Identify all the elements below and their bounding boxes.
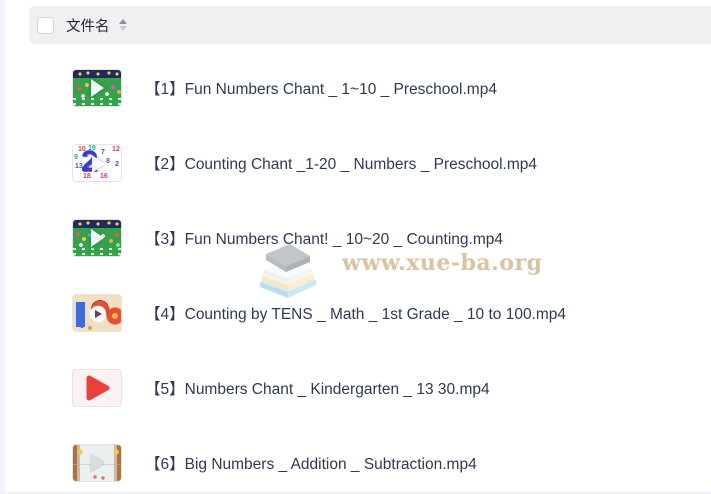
thumbnail-scatter-number: 18 (83, 172, 91, 180)
file-row-4[interactable]: 【4】Counting by TENS _ Math _ 1st Grade _… (0, 275, 711, 350)
thumbnail-scatter-number: 13 (75, 162, 83, 170)
thumbnail-scatter-number: 16 (100, 172, 108, 180)
video-thumbnail-1[interactable] (72, 68, 122, 107)
table-header: 文件名 (29, 6, 711, 44)
file-list: 【1】Fun Numbers Chant _ 1~10 _ Preschool.… (0, 50, 711, 494)
video-thumbnail-4[interactable] (72, 293, 122, 332)
play-icon (95, 309, 102, 318)
file-row-1[interactable]: 【1】Fun Numbers Chant _ 1~10 _ Preschool.… (0, 50, 711, 125)
file-name-link[interactable]: 【4】Counting by TENS _ Math _ 1st Grade _… (145, 305, 567, 323)
left-edge-strip (0, 0, 5, 494)
thumbnail-scatter-number: 2 (115, 160, 119, 168)
video-thumbnail-3[interactable] (72, 218, 122, 257)
file-row-2[interactable]: 2 10 19 7 12 9 13 8 2 18 16 【2】Counting … (0, 125, 711, 200)
thumbnail-scatter-number: 8 (106, 157, 110, 165)
play-icon (90, 78, 104, 97)
file-name-link[interactable]: 【3】Fun Numbers Chant! _ 10~20 _ Counting… (145, 230, 503, 248)
filename-column-label: 文件名 (66, 18, 110, 35)
caret-down-icon (118, 26, 127, 31)
play-icon (92, 154, 105, 173)
file-name-link[interactable]: 【2】Counting Chant _1-20 _ Numbers _ Pres… (145, 155, 538, 173)
select-all-checkbox[interactable] (37, 16, 54, 34)
bottom-edge-strip (0, 492, 711, 494)
thumbnail-scatter-number: 12 (112, 145, 120, 153)
thumbnail-scatter-number: 10 (78, 145, 86, 153)
video-thumbnail-5[interactable] (72, 368, 122, 407)
thumbnail-scatter-number: 19 (88, 144, 96, 152)
file-name-link[interactable]: 【6】Big Numbers _ Addition _ Subtraction.… (145, 455, 477, 473)
caret-up-icon (118, 19, 127, 24)
thumbnail-scatter-number: 9 (74, 153, 78, 161)
video-thumbnail-2[interactable]: 2 10 19 7 12 9 13 8 2 18 16 (72, 143, 122, 182)
video-thumbnail-6[interactable] (72, 443, 122, 482)
file-row-6[interactable]: 【6】Big Numbers _ Addition _ Subtraction.… (0, 425, 711, 494)
file-row-5[interactable]: 【5】Numbers Chant _ Kindergarten _ 13 30.… (0, 350, 711, 425)
play-icon (90, 228, 104, 247)
file-row-3[interactable]: 【3】Fun Numbers Chant! _ 10~20 _ Counting… (0, 200, 711, 275)
sort-carets-icon[interactable] (117, 17, 129, 33)
play-icon (90, 453, 104, 472)
red-play-icon (86, 375, 110, 400)
thumbnail-scatter-number: 7 (101, 148, 105, 156)
file-name-link[interactable]: 【5】Numbers Chant _ Kindergarten _ 13 30.… (145, 380, 490, 398)
file-name-link[interactable]: 【1】Fun Numbers Chant _ 1~10 _ Preschool.… (145, 80, 497, 98)
